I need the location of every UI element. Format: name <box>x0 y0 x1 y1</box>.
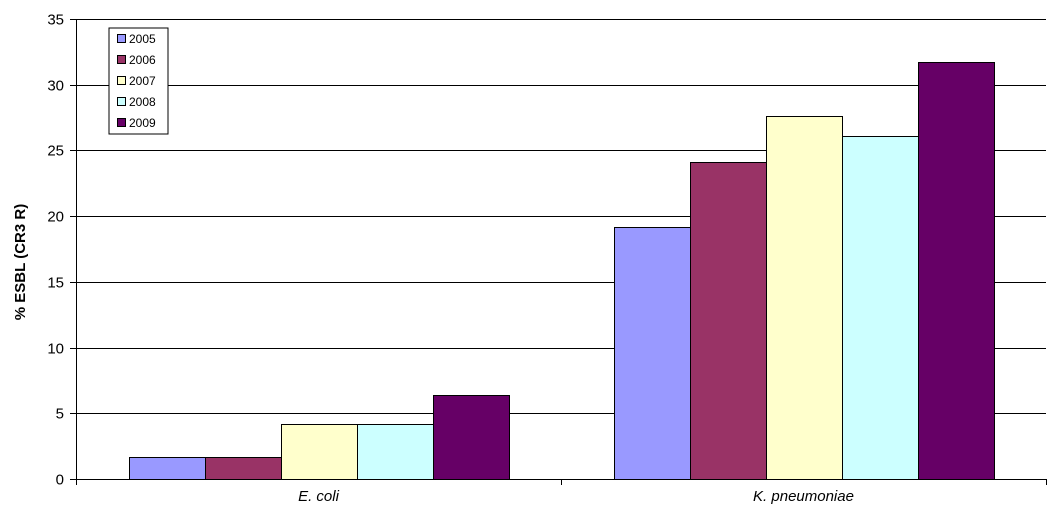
bar <box>690 162 767 480</box>
x-category-label: E. coli <box>298 488 340 505</box>
y-tick-label: 20 <box>47 209 64 226</box>
x-category-label: K. pneumoniae <box>753 488 854 505</box>
y-tick-label: 0 <box>56 472 64 489</box>
gridlines <box>76 19 1046 414</box>
y-tick-label: 25 <box>47 143 64 160</box>
y-tick-label: 35 <box>47 12 64 29</box>
legend-swatch <box>117 118 126 127</box>
axes: 0 5 10 15 20 25 30 35 E. coli K. pneumoniae <box>47 12 1047 505</box>
bar <box>918 62 995 480</box>
y-tick-label: 30 <box>47 78 64 95</box>
legend-label: 2007 <box>129 74 156 88</box>
legend-label: 2009 <box>129 116 156 130</box>
bar <box>766 116 843 480</box>
y-tick-label: 5 <box>56 406 64 423</box>
bar <box>205 457 282 480</box>
bar <box>842 136 919 480</box>
legend-label: 2005 <box>129 32 156 46</box>
legend-label: 2008 <box>129 95 156 109</box>
legend-swatch <box>117 76 126 85</box>
y-axis-title: % ESBL (CR3 R) <box>12 204 29 320</box>
y-tick-label: 10 <box>47 341 64 358</box>
bars <box>129 62 995 480</box>
legend-swatch <box>117 97 126 106</box>
bar <box>357 424 434 480</box>
bar <box>433 395 510 480</box>
bar <box>281 424 358 480</box>
legend: 2005 2006 2007 2008 2009 <box>108 27 169 135</box>
bar <box>614 227 691 480</box>
y-tick-label: 15 <box>47 275 64 292</box>
legend-label: 2006 <box>129 53 156 67</box>
bar <box>129 457 206 480</box>
legend-swatch <box>117 55 126 64</box>
legend-swatch <box>117 34 126 43</box>
